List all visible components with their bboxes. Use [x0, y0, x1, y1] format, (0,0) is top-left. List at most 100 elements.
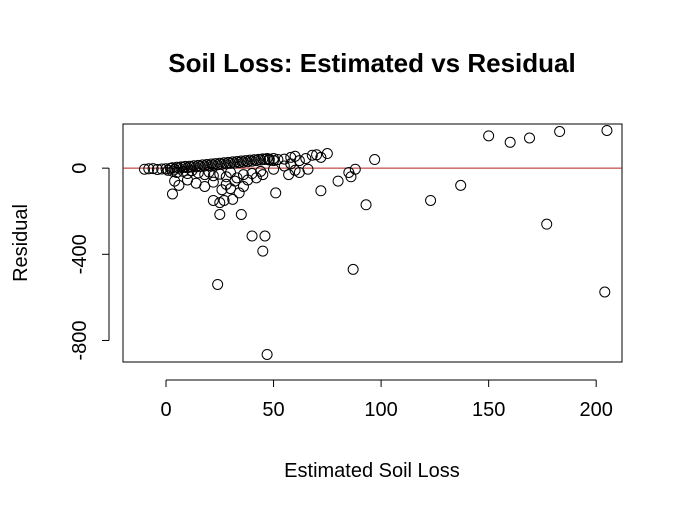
data-point	[248, 154, 260, 166]
data-point	[240, 155, 252, 167]
data-point	[315, 151, 327, 163]
x-tick-label: 150	[472, 399, 505, 421]
data-point	[171, 166, 183, 178]
data-point	[455, 179, 467, 191]
data-point	[212, 278, 224, 290]
plot-frame	[122, 123, 623, 363]
data-point	[257, 153, 269, 165]
data-point	[225, 166, 237, 178]
x-tick-label: 50	[262, 399, 284, 421]
data-point	[347, 263, 359, 275]
data-point	[207, 194, 219, 206]
data-point	[201, 158, 213, 170]
data-point	[214, 208, 226, 220]
data-point	[218, 157, 230, 169]
y-tick-label: -400	[69, 234, 91, 274]
data-point	[259, 230, 271, 242]
data-point	[169, 175, 181, 187]
y-tick-label: -800	[69, 320, 91, 360]
data-point	[169, 163, 181, 175]
x-tick-label: 100	[364, 399, 397, 421]
data-point	[192, 167, 204, 179]
data-point	[160, 163, 172, 175]
data-point	[257, 245, 269, 257]
data-point	[139, 163, 151, 175]
data-point	[332, 175, 344, 187]
data-point	[143, 163, 155, 175]
data-point	[349, 163, 361, 175]
data-point	[218, 194, 230, 206]
data-point	[283, 169, 295, 181]
data-point	[360, 199, 372, 211]
data-point	[261, 152, 273, 164]
data-point	[222, 156, 234, 168]
data-point	[220, 158, 232, 170]
data-point	[225, 157, 237, 169]
data-point	[272, 154, 284, 166]
data-point	[253, 153, 264, 165]
x-axis-label: Estimated Soil Loss	[284, 460, 460, 482]
data-point	[250, 172, 262, 184]
data-point	[147, 163, 159, 175]
y-axis-label: Residual	[10, 204, 32, 282]
data-point	[231, 155, 243, 167]
data-point	[483, 130, 495, 142]
data-point	[214, 168, 226, 180]
points-layer	[139, 124, 613, 360]
data-point	[173, 179, 185, 191]
x-tick-label: 200	[580, 399, 613, 421]
data-point	[242, 174, 254, 186]
data-point	[242, 156, 254, 168]
data-point	[231, 172, 243, 184]
x-axis: 0 50 100 150 200	[160, 379, 613, 421]
data-point	[192, 159, 204, 171]
data-point	[321, 148, 333, 160]
data-point	[554, 126, 566, 138]
data-point	[156, 163, 168, 175]
data-point	[601, 124, 613, 136]
data-point	[524, 132, 536, 144]
data-point	[315, 185, 327, 197]
data-point	[425, 194, 437, 206]
data-point	[369, 154, 381, 166]
data-point	[235, 155, 247, 167]
chart-title: Soil Loss: Estimated vs Residual	[168, 48, 575, 78]
data-point	[302, 163, 314, 175]
data-point	[229, 157, 241, 169]
data-point	[227, 156, 239, 168]
data-point	[166, 188, 178, 200]
data-point	[199, 180, 211, 192]
data-point	[186, 165, 198, 177]
data-point	[207, 170, 219, 182]
data-point	[306, 149, 318, 161]
data-point	[235, 208, 247, 220]
data-point	[229, 175, 241, 187]
data-point	[151, 163, 163, 175]
data-point	[257, 169, 269, 181]
data-point	[237, 156, 249, 168]
x-tick-label: 0	[160, 399, 171, 421]
data-point	[268, 163, 280, 175]
data-point	[246, 155, 258, 167]
y-axis: 0 -400 -800	[69, 163, 110, 360]
data-point	[268, 155, 280, 167]
data-point	[209, 158, 221, 170]
data-point	[203, 160, 215, 172]
data-point	[220, 171, 232, 183]
data-point	[599, 286, 611, 298]
data-point	[270, 187, 282, 199]
data-point	[233, 157, 245, 169]
data-point	[227, 193, 239, 205]
data-point	[263, 154, 275, 166]
data-point	[246, 230, 258, 242]
data-point	[541, 218, 553, 230]
data-point	[205, 158, 217, 170]
data-point	[190, 161, 202, 173]
data-point	[300, 152, 312, 164]
data-point	[261, 348, 273, 360]
data-point	[199, 160, 211, 172]
data-point	[278, 160, 290, 172]
data-point	[244, 154, 256, 166]
